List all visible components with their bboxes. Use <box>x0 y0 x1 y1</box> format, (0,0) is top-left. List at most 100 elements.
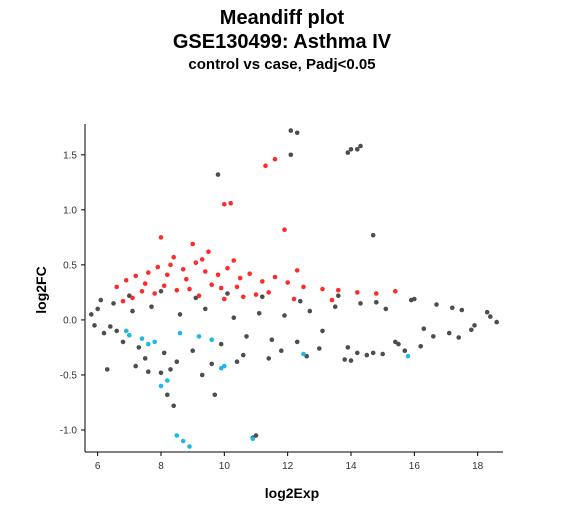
down-point <box>158 383 164 389</box>
up-point <box>263 163 268 169</box>
chart-subtitle: GSE130499: Asthma IV <box>172 31 392 53</box>
not_significant-point <box>92 323 97 328</box>
up-point <box>374 291 379 296</box>
up-point <box>228 200 233 206</box>
not_significant-point <box>168 367 173 372</box>
up-point <box>291 296 297 302</box>
up-point <box>355 290 360 295</box>
not_significant-point <box>266 356 272 361</box>
up-point <box>260 279 265 284</box>
not_significant-point <box>218 341 224 347</box>
not_significant-point <box>320 328 325 334</box>
up-point <box>146 270 151 275</box>
not_significant-point <box>158 370 164 376</box>
not_significant-point <box>114 328 119 334</box>
y-axis-title: log2FC <box>33 266 49 313</box>
not_significant-point <box>469 327 474 333</box>
not_significant-point <box>355 350 360 356</box>
up-point <box>225 265 230 271</box>
up-point <box>114 284 119 290</box>
not_significant-point <box>370 232 376 238</box>
x-tick-label: 10 <box>219 461 231 472</box>
not_significant-point <box>282 313 287 318</box>
axes: 6 8 10 12 14 16 18 -1.0 -0.5 0.0 0.5 1.0 1.5 <box>60 124 503 472</box>
up-regulated-points <box>114 156 398 304</box>
not_significant-point <box>456 335 462 340</box>
not_significant-point <box>234 359 240 365</box>
not_significant-point <box>120 339 126 345</box>
up-point <box>222 296 227 302</box>
not_significant-point <box>146 369 151 375</box>
not_significant-point <box>332 304 338 310</box>
down-point <box>174 433 180 438</box>
down-point <box>209 337 214 343</box>
not_significant-point <box>127 293 132 299</box>
not_significant-point <box>98 297 104 303</box>
up-point <box>253 292 259 297</box>
down-regulated-points <box>123 328 411 449</box>
not_significant-point <box>199 372 205 378</box>
not_significant-point <box>355 147 360 152</box>
not_significant-point <box>364 352 370 358</box>
down-point <box>180 438 186 444</box>
up-point <box>209 282 214 288</box>
not_significant-point <box>348 147 354 152</box>
up-point <box>155 264 161 270</box>
up-point <box>142 281 148 286</box>
up-point <box>187 286 192 292</box>
up-point <box>215 272 221 278</box>
not_significant-point <box>209 361 214 367</box>
up-point <box>336 287 341 293</box>
x-tick-label: 12 <box>282 461 294 472</box>
not-significant-points <box>89 128 500 441</box>
x-tick-label: 16 <box>409 461 421 472</box>
not_significant-point <box>212 392 218 398</box>
not_significant-point <box>345 150 351 155</box>
not_significant-point <box>279 348 284 354</box>
not_significant-point <box>130 308 135 314</box>
not_significant-point <box>348 358 354 363</box>
not_significant-point <box>149 304 154 310</box>
up-point <box>161 283 167 289</box>
up-point <box>329 297 335 303</box>
down-point <box>196 334 202 339</box>
not_significant-point <box>241 352 246 358</box>
not_significant-point <box>171 403 176 409</box>
not_significant-point <box>494 319 500 325</box>
up-point <box>174 287 180 293</box>
not_significant-point <box>244 334 249 339</box>
down-point <box>165 378 170 383</box>
not_significant-point <box>421 326 427 332</box>
not_significant-point <box>450 305 455 311</box>
not_significant-point <box>358 143 363 149</box>
not_significant-point <box>317 346 322 351</box>
not_significant-point <box>336 293 341 299</box>
not_significant-point <box>374 300 379 305</box>
up-point <box>193 260 199 266</box>
not_significant-point <box>431 334 436 339</box>
up-point <box>190 241 195 247</box>
up-point <box>130 295 135 301</box>
not_significant-point <box>288 152 294 158</box>
up-point <box>152 291 157 296</box>
not_significant-point <box>142 356 148 361</box>
not_significant-point <box>370 350 376 356</box>
not_significant-point <box>161 350 167 356</box>
up-point <box>285 280 291 285</box>
not_significant-point <box>177 312 183 317</box>
up-point <box>171 254 176 260</box>
x-axis-title: log2Exp <box>265 485 319 501</box>
not_significant-point <box>434 302 439 307</box>
up-point <box>203 269 208 274</box>
down-point <box>405 353 411 359</box>
not_significant-point <box>89 312 94 317</box>
up-point <box>123 278 129 283</box>
not_significant-point <box>190 348 195 354</box>
up-point <box>231 258 237 263</box>
down-point <box>218 366 224 371</box>
not_significant-point <box>101 330 107 336</box>
not_significant-point <box>484 309 490 315</box>
not_significant-point <box>345 345 351 350</box>
not_significant-point <box>294 130 300 136</box>
not_significant-point <box>133 363 138 369</box>
